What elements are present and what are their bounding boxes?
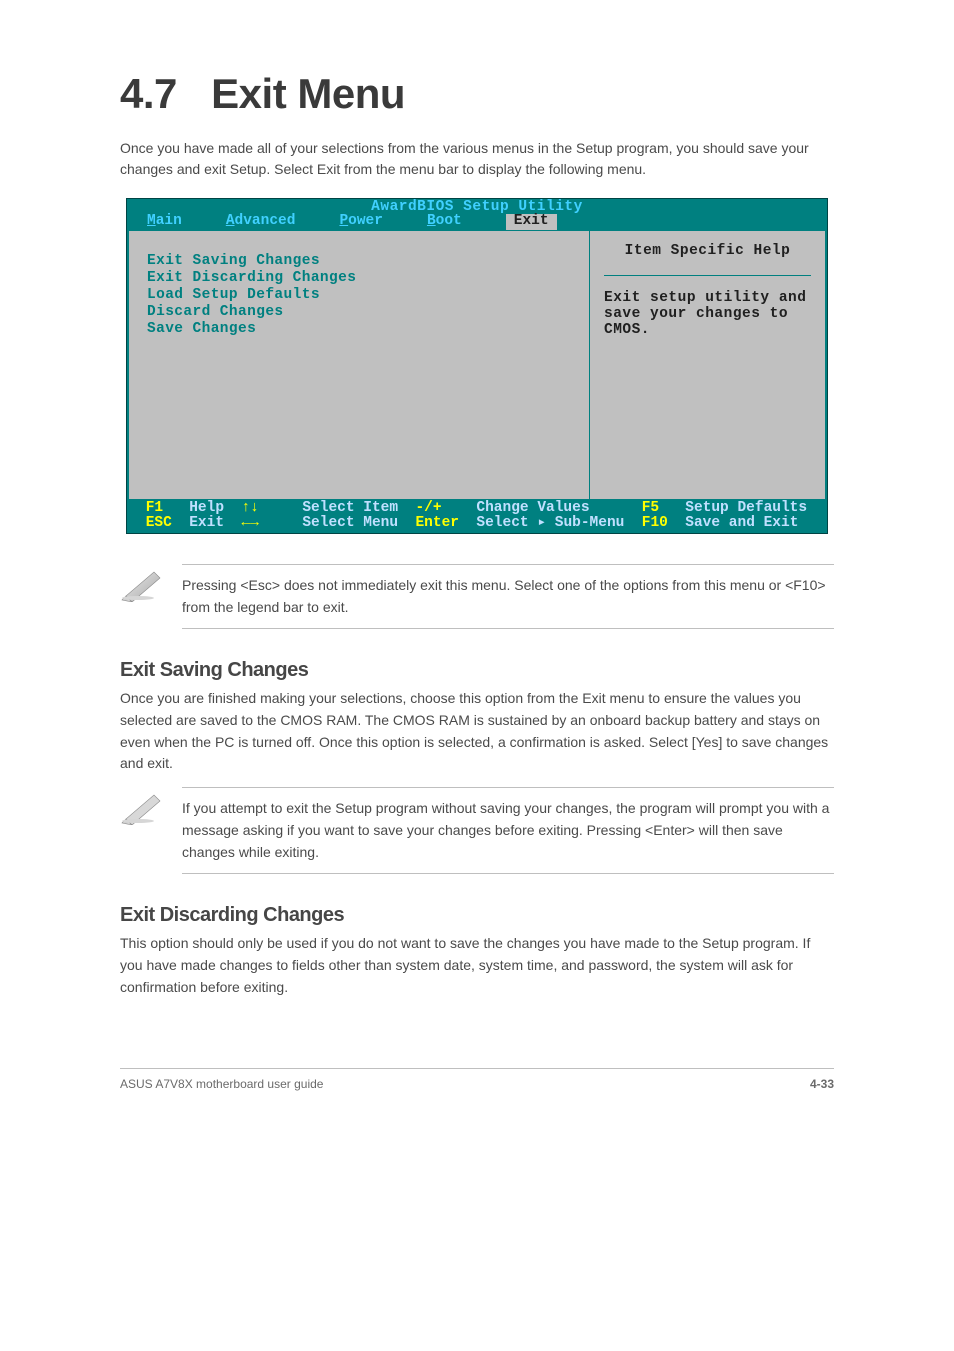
- bios-menu-power[interactable]: Power: [339, 214, 403, 230]
- body-exit-discarding: This option should only be used if you d…: [120, 933, 834, 998]
- page-title: 4.7 Exit Menu: [120, 70, 834, 118]
- subheading-exit-saving: Exit Saving Changes: [120, 659, 834, 682]
- note-row-1: Pressing <Esc> does not immediately exit…: [120, 564, 834, 629]
- intro-paragraph: Once you have made all of your selection…: [120, 138, 834, 180]
- footer-right: 4-33: [810, 1077, 834, 1091]
- bios-exit-option[interactable]: Exit Saving Changes: [147, 253, 571, 270]
- bios-title: AwardBIOS Setup Utility: [127, 199, 827, 214]
- bios-footer: F1 Help ↑↓ Select Item -/+ Change Values…: [127, 499, 827, 533]
- bios-menu-advanced[interactable]: Advanced: [226, 214, 316, 230]
- bios-menu-boot[interactable]: Boot: [427, 214, 482, 230]
- bios-item-list: Exit Saving ChangesExit Discarding Chang…: [129, 231, 590, 499]
- bios-exit-option[interactable]: Save Changes: [147, 321, 571, 338]
- note-text-2: If you attempt to exit the Setup program…: [182, 787, 834, 874]
- note-row-2: If you attempt to exit the Setup program…: [120, 787, 834, 874]
- body-exit-saving: Once you are finished making your select…: [120, 688, 834, 775]
- bios-body: Exit Saving ChangesExit Discarding Chang…: [127, 231, 827, 499]
- bios-screenshot: AwardBIOS Setup Utility Main Advanced Powe…: [126, 198, 828, 534]
- footer-left: ASUS A7V8X motherboard user guide: [120, 1077, 323, 1091]
- bios-exit-option[interactable]: Load Setup Defaults: [147, 287, 571, 304]
- heading-title: Exit Menu: [211, 70, 405, 117]
- bios-menubar: Main Advanced Power Boot Exit: [127, 214, 827, 231]
- pencil-icon: [120, 564, 182, 607]
- heading-number: 4.7: [120, 70, 200, 118]
- bios-help-panel: Item Specific Help Exit setup utility an…: [590, 231, 825, 499]
- subheading-exit-discarding: Exit Discarding Changes: [120, 904, 834, 927]
- bios-help-body: Exit setup utility and save your changes…: [604, 290, 811, 338]
- bios-menu-main[interactable]: Main: [147, 214, 202, 230]
- bios-menu-exit[interactable]: Exit: [506, 214, 557, 230]
- bios-help-title: Item Specific Help: [604, 243, 811, 276]
- page-footer: ASUS A7V8X motherboard user guide 4-33: [120, 1068, 834, 1091]
- note-text-1: Pressing <Esc> does not immediately exit…: [182, 564, 834, 629]
- bios-exit-option[interactable]: Discard Changes: [147, 304, 571, 321]
- pencil-icon: [120, 787, 182, 830]
- bios-exit-option[interactable]: Exit Discarding Changes: [147, 270, 571, 287]
- bios-footer-row: F1 Help ↑↓ Select Item -/+ Change Values…: [137, 501, 817, 516]
- bios-footer-row: ESC Exit ←→ Select Menu Enter Select ▸ S…: [137, 516, 817, 531]
